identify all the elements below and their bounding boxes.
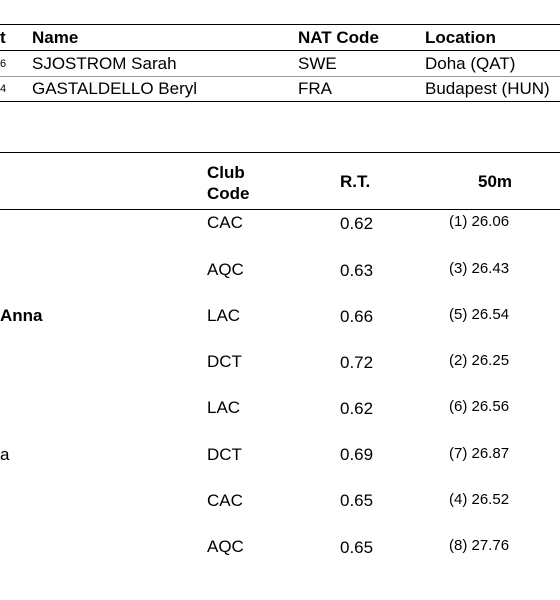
result-club-code: CAC bbox=[207, 213, 243, 232]
records-row-fragment: 4 bbox=[0, 83, 7, 95]
result-reaction-time: 0.62 bbox=[340, 214, 374, 233]
result-reaction-time: 0.72 bbox=[340, 353, 374, 372]
records-header-name: Name bbox=[32, 28, 79, 47]
result-club-code: AQC bbox=[207, 260, 244, 279]
results-top-rule bbox=[0, 152, 560, 153]
athlete-name-fragment: a bbox=[0, 445, 10, 464]
records-bottom-rule bbox=[0, 101, 560, 102]
records-row-fragment: 6 bbox=[0, 58, 7, 70]
result-reaction-time: 0.66 bbox=[340, 307, 374, 326]
records-header-rule bbox=[0, 50, 560, 51]
athlete-name-fragment: Anna bbox=[0, 306, 43, 325]
records-row-rule bbox=[0, 76, 560, 77]
result-club-code: CAC bbox=[207, 491, 243, 510]
records-row-location: Doha (QAT) bbox=[425, 54, 516, 73]
result-reaction-time: 0.65 bbox=[340, 491, 374, 510]
result-split-50m: (1) 26.06 bbox=[449, 213, 510, 230]
results-header-club-code-line2: Code bbox=[207, 184, 250, 203]
records-row-location: Budapest (HUN) bbox=[425, 79, 550, 98]
records-top-rule bbox=[0, 24, 560, 25]
result-split-50m: (3) 26.43 bbox=[449, 260, 510, 277]
result-club-code: DCT bbox=[207, 352, 242, 371]
result-club-code: LAC bbox=[207, 306, 241, 325]
result-reaction-time: 0.63 bbox=[340, 261, 374, 280]
records-row-name: SJOSTROM Sarah bbox=[32, 54, 177, 73]
result-split-50m: (5) 26.54 bbox=[449, 306, 510, 323]
results-header-club-code-line1: Club bbox=[207, 163, 245, 182]
records-row-nat-code: SWE bbox=[298, 54, 337, 73]
results-header-split: 50m bbox=[478, 172, 513, 191]
result-club-code: DCT bbox=[207, 445, 242, 464]
result-split-50m: (8) 27.76 bbox=[449, 537, 510, 554]
result-split-50m: (6) 26.56 bbox=[449, 398, 510, 415]
records-row-nat-code: FRA bbox=[298, 79, 332, 98]
result-split-50m: (7) 26.87 bbox=[449, 445, 510, 462]
records-header-nat-code: NAT Code bbox=[298, 28, 379, 47]
result-split-50m: (4) 26.52 bbox=[449, 491, 510, 508]
result-club-code: AQC bbox=[207, 537, 244, 556]
results-header-rule bbox=[0, 209, 560, 210]
result-reaction-time: 0.69 bbox=[340, 445, 374, 464]
result-split-50m: (2) 26.25 bbox=[449, 352, 510, 369]
records-row-name: GASTALDELLO Beryl bbox=[32, 79, 198, 98]
records-header-location: Location bbox=[425, 28, 496, 47]
result-reaction-time: 0.65 bbox=[340, 538, 374, 557]
records-header-partial: t bbox=[0, 28, 6, 47]
result-reaction-time: 0.62 bbox=[340, 399, 374, 418]
result-club-code: LAC bbox=[207, 398, 241, 417]
results-header-rt: R.T. bbox=[340, 172, 371, 191]
